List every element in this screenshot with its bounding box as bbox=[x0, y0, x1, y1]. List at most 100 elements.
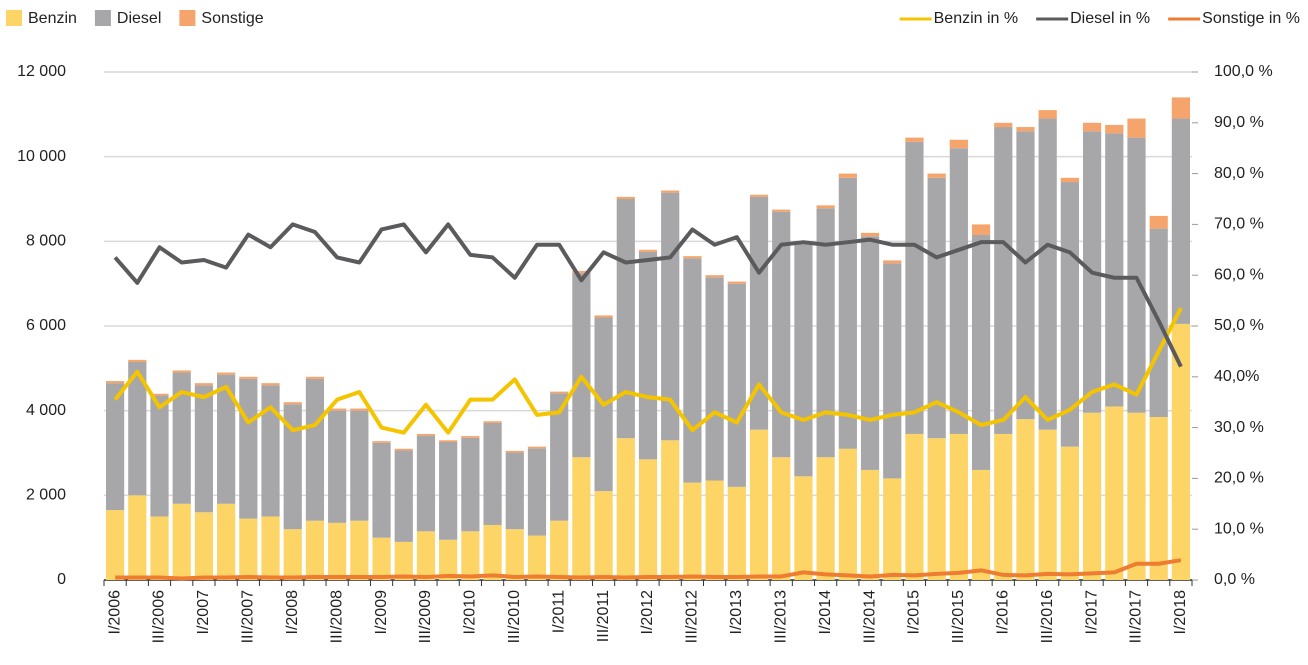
line-series bbox=[113, 307, 1183, 435]
bar-segment bbox=[638, 251, 658, 460]
bar-segment bbox=[905, 433, 924, 580]
bar-segment bbox=[949, 433, 968, 580]
bar-segment bbox=[128, 359, 147, 362]
bar-segment bbox=[239, 376, 258, 379]
x-tick-label: I/2012 bbox=[639, 590, 656, 635]
y2-tick-label: 30,0 % bbox=[1214, 419, 1264, 436]
bar-segment bbox=[883, 260, 902, 264]
bar-segment bbox=[816, 457, 835, 580]
bar-segment bbox=[461, 437, 480, 532]
y-tick-label: 0 bbox=[57, 571, 66, 588]
bar-segment bbox=[838, 173, 857, 178]
bar-segment bbox=[1016, 419, 1035, 580]
bar-segment bbox=[372, 442, 391, 538]
bar-segment bbox=[1127, 412, 1146, 580]
bar-segment bbox=[883, 478, 902, 580]
bar-segment bbox=[527, 448, 547, 536]
bar-segment bbox=[505, 452, 524, 530]
bar-segment bbox=[394, 448, 413, 451]
bar-segment bbox=[105, 381, 125, 384]
bar-segment bbox=[949, 139, 968, 149]
bar-segment bbox=[505, 450, 524, 453]
bar-segment bbox=[749, 194, 769, 197]
bar-segment bbox=[550, 391, 569, 394]
bar-segment bbox=[150, 516, 169, 580]
bar-segment bbox=[1127, 137, 1146, 413]
x-tick-label: I/2017 bbox=[1083, 590, 1100, 635]
legend-swatch bbox=[179, 10, 196, 26]
bar-segment bbox=[772, 209, 791, 212]
y2-tick-label: 90,0 % bbox=[1214, 114, 1264, 131]
y2-tick-label: 20,0 % bbox=[1214, 470, 1264, 487]
bar-segment bbox=[572, 457, 591, 580]
bar-segment bbox=[971, 234, 991, 470]
bar-segment bbox=[261, 516, 280, 580]
x-tick-label: III/2011 bbox=[595, 590, 612, 642]
x-tick-label: I/2016 bbox=[994, 590, 1011, 635]
x-tick-label: III/2010 bbox=[506, 590, 523, 643]
y-tick-label: 2 000 bbox=[26, 487, 66, 504]
bar-segment bbox=[794, 243, 813, 477]
bar-segment bbox=[749, 429, 769, 580]
x-tick-label: III/2009 bbox=[417, 590, 434, 643]
x-tick-label: III/2015 bbox=[950, 590, 967, 643]
bar-segment bbox=[838, 177, 857, 449]
bar-segment bbox=[971, 469, 991, 580]
y2-tick-label: 40,0% bbox=[1214, 368, 1259, 385]
bar-segment bbox=[350, 408, 369, 411]
bar-segment bbox=[172, 503, 191, 580]
bar-segment bbox=[1060, 446, 1079, 580]
bar-segment bbox=[616, 438, 635, 580]
bar-segment bbox=[150, 393, 169, 396]
bar-segment bbox=[638, 249, 658, 252]
bar-segment bbox=[572, 270, 591, 274]
legend-label: Sonstige in % bbox=[1202, 10, 1300, 27]
bar-segment bbox=[661, 440, 680, 580]
y-tick-label: 12 000 bbox=[17, 63, 66, 80]
y2-tick-label: 50,0 % bbox=[1214, 317, 1264, 334]
bar-segment bbox=[927, 438, 946, 580]
bar-segment bbox=[483, 422, 502, 525]
bar-segment bbox=[305, 520, 325, 580]
bar-segment bbox=[994, 127, 1013, 434]
bar-segment bbox=[172, 370, 191, 373]
bar-segment bbox=[927, 173, 946, 178]
bar-segment bbox=[1127, 118, 1146, 138]
bar-segment bbox=[1038, 429, 1057, 580]
bar-segment bbox=[328, 410, 347, 523]
bar-segment bbox=[527, 446, 547, 449]
bar-segment bbox=[772, 211, 791, 458]
x-tick-label: I/2015 bbox=[906, 590, 923, 635]
legend-label: Diesel bbox=[117, 10, 161, 27]
bar-segment bbox=[1105, 406, 1124, 580]
bar-segment bbox=[1082, 412, 1102, 580]
bar-segment bbox=[794, 476, 813, 580]
bar-segment bbox=[705, 277, 724, 481]
bar-segment bbox=[1171, 97, 1191, 119]
bar-segment bbox=[372, 441, 391, 443]
legend-swatch bbox=[6, 10, 22, 26]
bar-segment bbox=[461, 436, 480, 438]
bar-segment bbox=[905, 141, 924, 434]
x-tick-label: I/2006 bbox=[106, 590, 123, 635]
bar-segment bbox=[860, 469, 880, 580]
bar-segment bbox=[328, 408, 347, 411]
bar-segment bbox=[439, 440, 458, 442]
x-tick-label: I/2007 bbox=[195, 590, 212, 635]
bar-segment bbox=[1171, 118, 1191, 324]
y2-tick-label: 0,0 % bbox=[1214, 571, 1255, 588]
bar-segment bbox=[394, 450, 413, 542]
x-tick-label: I/2010 bbox=[462, 590, 479, 635]
y-tick-label: 4 000 bbox=[26, 402, 66, 419]
bar-segment bbox=[461, 531, 480, 580]
bar-segment bbox=[683, 482, 702, 580]
y2-tick-label: 60,0 % bbox=[1214, 266, 1264, 283]
bar-segment bbox=[661, 192, 680, 441]
bar-segment bbox=[483, 421, 502, 423]
x-tick-label: III/2012 bbox=[684, 590, 701, 643]
y2-tick-label: 10,0 % bbox=[1214, 520, 1264, 537]
bar-segment bbox=[1016, 127, 1035, 132]
bar-segment bbox=[1016, 131, 1035, 420]
x-tick-label: III/2016 bbox=[1039, 590, 1056, 643]
